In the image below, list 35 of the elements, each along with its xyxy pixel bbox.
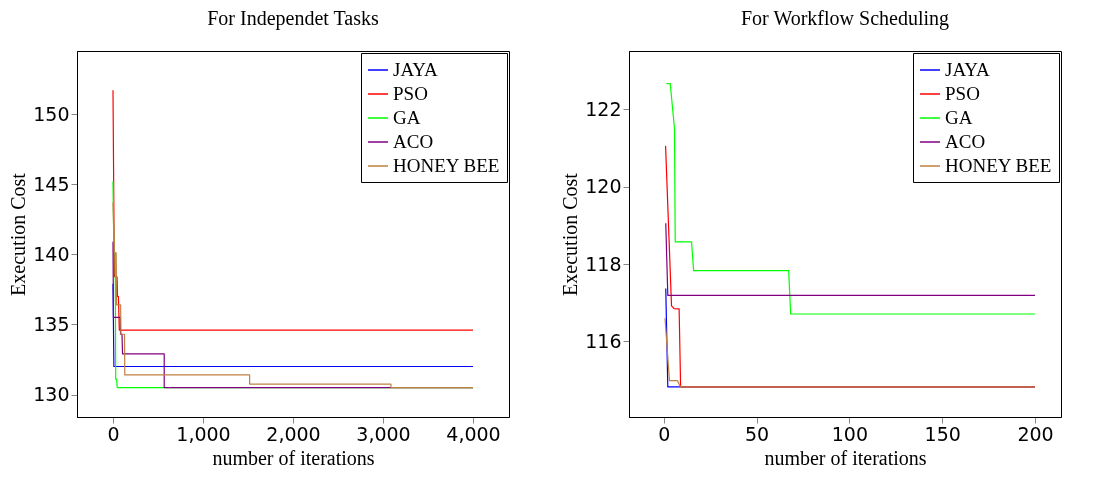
x-tick-label: 100 [831, 422, 868, 445]
x-axis-title: number of iterations [764, 446, 927, 469]
legend-label: ACO [945, 131, 986, 152]
y-tick-label: 150 [33, 102, 70, 125]
legend-label: ACO [393, 131, 434, 152]
legend-label: HONEY BEE [393, 155, 500, 176]
y-tick-label: 122 [585, 97, 622, 120]
y-tick-label: 140 [33, 242, 70, 265]
x-axis-title: number of iterations [212, 446, 375, 469]
legend-label: JAYA [393, 59, 438, 80]
legend-label: HONEY BEE [945, 155, 1052, 176]
x-tick-label: 4,000 [446, 422, 501, 445]
y-axis-title: Execution Cost [559, 172, 582, 296]
y-tick-label: 120 [585, 175, 622, 198]
legend-label: GA [393, 107, 421, 128]
y-tick-label: 145 [33, 172, 70, 195]
y-tick-label: 135 [33, 312, 70, 335]
legend-label: PSO [945, 83, 980, 104]
y-axis-title: Execution Cost [7, 172, 30, 296]
chart-title: For Independet Tasks [207, 7, 379, 30]
x-tick-label: 3,000 [356, 422, 411, 445]
x-tick-label: 2,000 [266, 422, 321, 445]
x-tick-label: 200 [1017, 422, 1054, 445]
x-tick-label: 1,000 [176, 422, 231, 445]
chart-title: For Workflow Scheduling [740, 7, 950, 30]
x-tick-label: 0 [658, 422, 671, 445]
y-tick-label: 130 [33, 383, 70, 406]
x-tick-label: 150 [924, 422, 961, 445]
y-tick-label: 116 [585, 329, 622, 352]
legend-label: GA [945, 107, 973, 128]
y-tick-label: 118 [585, 252, 622, 275]
legend-label: PSO [393, 83, 428, 104]
x-tick-label: 0 [107, 422, 120, 445]
legend-label: JAYA [945, 59, 990, 80]
x-tick-label: 50 [744, 422, 770, 445]
